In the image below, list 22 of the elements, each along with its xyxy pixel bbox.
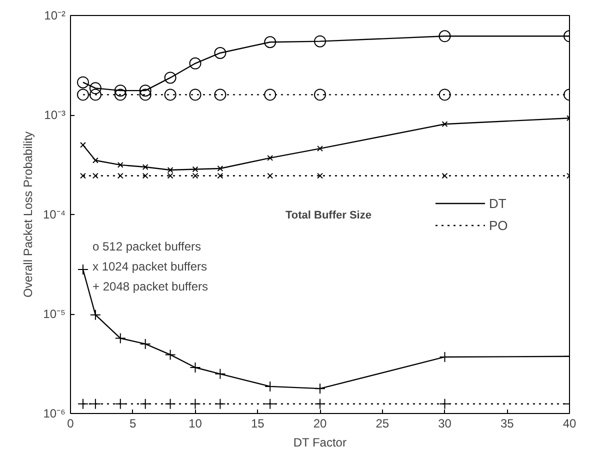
x-tick-label: 5 (130, 416, 137, 430)
x-tick-label: 25 (376, 416, 390, 430)
x-axis-title: DT Factor (293, 436, 346, 450)
annotation: x 1024 packet buffers (92, 260, 208, 274)
annotation: + 2048 packet buffers (92, 280, 208, 294)
y-tick-label: 10⁻³ (44, 108, 66, 122)
legend-label: DT (489, 196, 508, 210)
x-tick-label: 10 (188, 416, 202, 430)
x-tick-label: 30 (438, 416, 452, 430)
annotation: Total Buffer Size (286, 210, 372, 222)
x-tick-label: 0 (67, 416, 74, 430)
y-tick-label: 10⁻² (44, 8, 66, 22)
y-tick-label: 10⁻⁵ (43, 307, 66, 321)
x-tick-label: 20 (313, 416, 327, 430)
y-tick-label: 10⁻⁴ (42, 208, 66, 222)
x-tick-label: 15 (250, 416, 265, 430)
x-tick-label: 35 (500, 416, 514, 430)
legend-label: PO (489, 218, 509, 232)
y-tick-label: 10⁻⁶ (43, 406, 66, 420)
annotation: o 512 packet buffers (92, 240, 202, 254)
y-axis-title: Overall Packet Loss Probability (20, 131, 35, 298)
x-tick-label: 40 (562, 416, 576, 430)
